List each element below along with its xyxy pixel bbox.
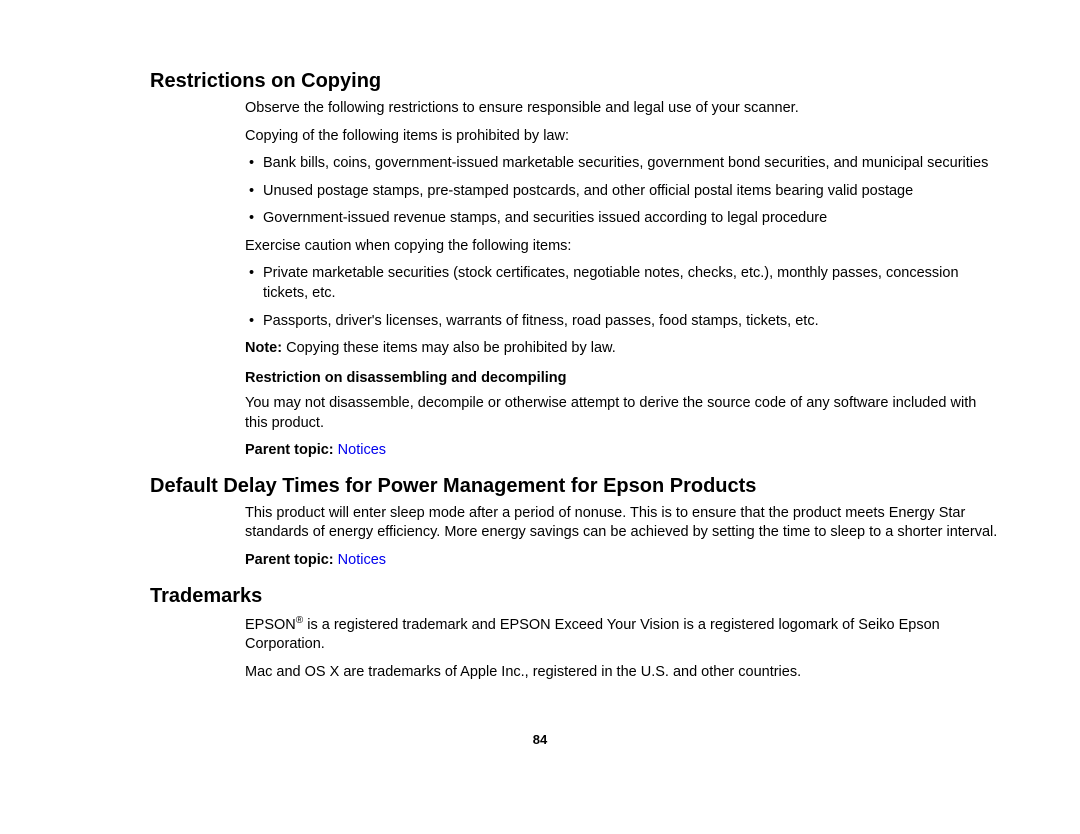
paragraph: Exercise caution when copying the follow… xyxy=(245,237,1000,257)
parent-topic: Parent topic: Notices xyxy=(245,441,1000,461)
list-item: Bank bills, coins, government-issued mar… xyxy=(245,154,1000,174)
parent-topic-label: Parent topic: xyxy=(245,552,334,568)
paragraph: You may not disassemble, decompile or ot… xyxy=(245,394,1000,433)
section-heading-delay: Default Delay Times for Power Management… xyxy=(150,475,1010,498)
sub-heading-disassembling: Restriction on disassembling and decompi… xyxy=(245,369,1000,389)
note-label: Note: xyxy=(245,340,282,356)
trademark-text-a: EPSON xyxy=(245,616,296,632)
section2-content: This product will enter sleep mode after… xyxy=(245,504,1000,571)
list-item: Passports, driver's licenses, warrants o… xyxy=(245,312,1000,332)
paragraph: Mac and OS X are trademarks of Apple Inc… xyxy=(245,663,1000,683)
list-item: Private marketable securities (stock cer… xyxy=(245,264,1000,303)
list-item: Government-issued revenue stamps, and se… xyxy=(245,209,1000,229)
document-page: Restrictions on Copying Observe the foll… xyxy=(0,0,1080,767)
caution-list: Private marketable securities (stock cer… xyxy=(245,264,1000,331)
paragraph: Observe the following restrictions to en… xyxy=(245,99,1000,119)
paragraph: EPSON® is a registered trademark and EPS… xyxy=(245,614,1000,655)
parent-topic-link[interactable]: Notices xyxy=(334,442,386,458)
prohibited-list: Bank bills, coins, government-issued mar… xyxy=(245,154,1000,229)
note-paragraph: Note: Copying these items may also be pr… xyxy=(245,339,1000,359)
section1-content: Observe the following restrictions to en… xyxy=(245,99,1000,461)
paragraph: Copying of the following items is prohib… xyxy=(245,127,1000,147)
section-heading-restrictions: Restrictions on Copying xyxy=(150,70,1010,93)
list-item: Unused postage stamps, pre-stamped postc… xyxy=(245,182,1000,202)
parent-topic-label: Parent topic: xyxy=(245,442,334,458)
parent-topic-link[interactable]: Notices xyxy=(334,552,386,568)
note-text: Copying these items may also be prohibit… xyxy=(282,340,616,356)
paragraph: This product will enter sleep mode after… xyxy=(245,504,1000,543)
section-heading-trademarks: Trademarks xyxy=(150,585,1010,608)
trademark-text-b: is a registered trademark and EPSON Exce… xyxy=(245,616,940,652)
parent-topic: Parent topic: Notices xyxy=(245,551,1000,571)
section3-content: EPSON® is a registered trademark and EPS… xyxy=(245,614,1000,683)
page-number: 84 xyxy=(70,732,1010,747)
